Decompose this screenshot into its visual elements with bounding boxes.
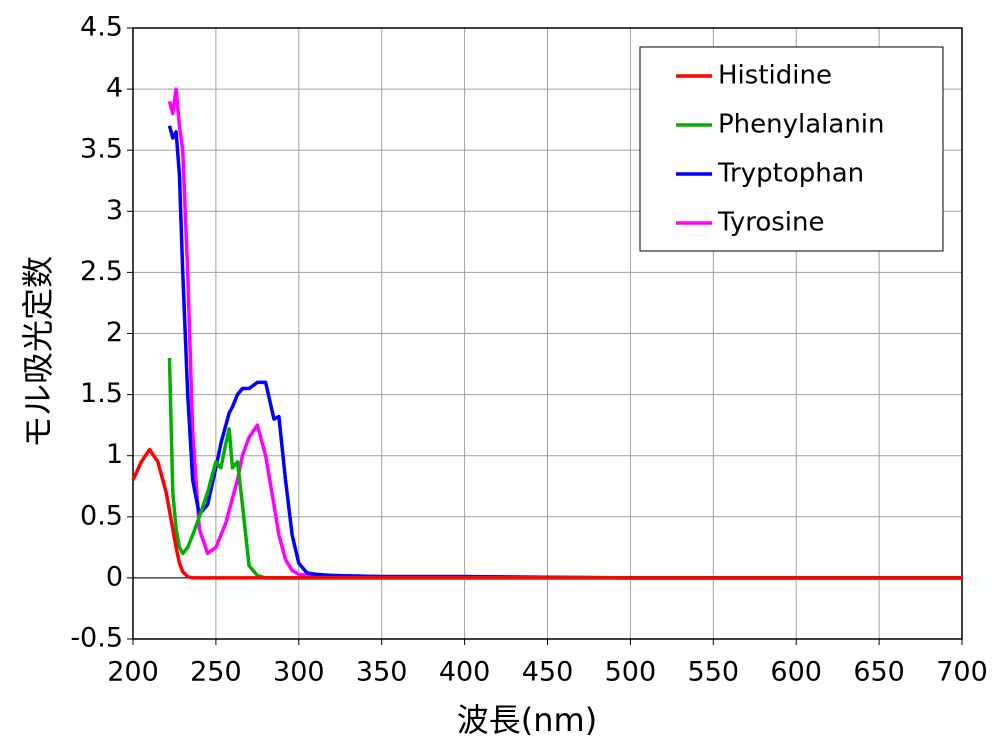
legend-label: Tryptophan <box>717 159 864 189</box>
x-axis-title: 波長(nm) <box>457 701 597 739</box>
x-tick-label: 500 <box>605 657 657 688</box>
y-tick-label: 3.5 <box>80 134 123 165</box>
x-tick-label: 250 <box>190 657 242 688</box>
y-axis-title: モル吸光定数 <box>19 256 57 448</box>
y-tick-label: 2.5 <box>80 256 123 287</box>
legend-label: Phenylalanin <box>718 110 885 140</box>
legend-label: Tyrosine <box>717 208 825 238</box>
x-tick-label: 600 <box>770 657 822 688</box>
legend-label: Histidine <box>718 61 832 91</box>
legend-box <box>639 46 944 252</box>
x-tick-label: 700 <box>936 657 988 688</box>
x-tick-label: 300 <box>273 657 325 688</box>
y-tick-label: 4.5 <box>80 12 123 43</box>
y-tick-label: -0.5 <box>70 623 123 654</box>
y-tick-label: 0 <box>106 561 123 592</box>
x-tick-label: 350 <box>356 657 408 688</box>
y-tick-label: 0.5 <box>80 500 123 531</box>
data-line <box>131 447 962 580</box>
data-line <box>167 125 962 580</box>
x-tick-label: 550 <box>688 657 740 688</box>
y-tick-label: 4 <box>106 73 123 104</box>
x-tick-label: 650 <box>853 657 905 688</box>
x-tick-label: 200 <box>107 657 159 688</box>
y-tick-label: 1 <box>106 439 123 470</box>
y-tick-label: 3 <box>106 195 123 226</box>
y-tick-label: 1.5 <box>80 378 123 409</box>
y-tick-label: 2 <box>106 317 123 348</box>
x-tick-label: 450 <box>522 657 574 688</box>
plot-border <box>132 27 963 640</box>
x-tick-label: 400 <box>439 657 491 688</box>
